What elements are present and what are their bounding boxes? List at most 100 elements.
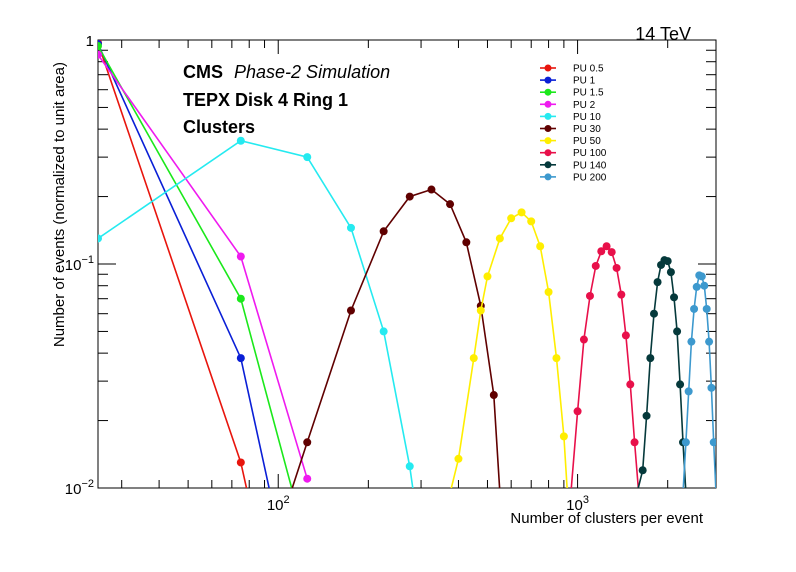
data-point (489, 391, 498, 400)
data-point (379, 327, 388, 336)
energy-label: 14 TeV (635, 24, 691, 44)
y-tick-base: 10 (65, 481, 82, 498)
series-line (98, 42, 248, 488)
data-point (507, 214, 516, 223)
series-line (98, 139, 414, 488)
data-point (702, 304, 711, 313)
legend-item: PU 1.5 (540, 88, 604, 99)
series-pu-200 (681, 271, 716, 488)
data-point (690, 304, 699, 313)
x-tick-base: 10 (267, 497, 284, 514)
data-point (476, 306, 485, 315)
data-point (236, 458, 245, 467)
data-point (617, 290, 626, 299)
legend-marker (544, 112, 552, 120)
x-tick-exponent: 2 (284, 494, 290, 506)
data-point (630, 438, 639, 447)
data-point (638, 466, 647, 475)
data-point (612, 263, 621, 272)
legend-label: PU 10 (573, 112, 601, 123)
legend-item: PU 2 (540, 100, 596, 111)
data-point (469, 354, 478, 363)
series-pu-140 (637, 256, 688, 488)
legend-item: PU 200 (540, 172, 607, 183)
legend-marker (544, 173, 552, 181)
data-point (591, 261, 600, 270)
series-line (98, 45, 293, 488)
series-pu-30 (291, 185, 501, 488)
x-axis-label: Number of clusters per event (510, 510, 703, 527)
data-point (495, 234, 504, 243)
data-point (483, 272, 492, 281)
data-point (709, 438, 716, 447)
x-tick-label: 103 (566, 494, 589, 514)
legend-marker (544, 76, 552, 84)
data-point (684, 387, 693, 396)
legend-marker (544, 125, 552, 132)
data-point (462, 238, 471, 247)
legend-marker (544, 161, 552, 169)
x-tick-base: 10 (566, 497, 583, 514)
series-pu-1-5 (98, 42, 293, 488)
legend-marker (544, 88, 552, 96)
series-pu-10 (98, 136, 414, 488)
y-tick-exponent: −2 (81, 478, 94, 490)
y-tick-exponent: −1 (81, 254, 94, 266)
legend-marker (544, 64, 552, 72)
data-point (405, 192, 414, 201)
data-point (607, 248, 616, 257)
data-point (536, 242, 545, 251)
data-point (621, 331, 630, 340)
data-point (663, 257, 672, 266)
cms-text: CMS (183, 62, 223, 82)
series-line (291, 188, 501, 488)
data-point (303, 438, 312, 447)
data-point (346, 223, 355, 232)
legend-item: PU 140 (540, 160, 607, 171)
data-point (626, 380, 635, 389)
data-point (236, 354, 245, 363)
data-point (653, 278, 662, 287)
data-point (559, 432, 568, 441)
data-point (346, 306, 355, 315)
y-tick-label: 1 (86, 33, 94, 50)
y-tick-base: 10 (65, 257, 82, 274)
legend-label: PU 1 (573, 76, 596, 87)
y-tick-base: 1 (86, 33, 94, 50)
legend-marker (544, 137, 552, 145)
x-tick-label: 102 (267, 494, 290, 514)
data-point (236, 252, 245, 261)
series-line (570, 245, 640, 488)
data-point (707, 383, 716, 392)
series-line (637, 259, 687, 488)
region-label: TEPX Disk 4 Ring 1 (183, 90, 348, 110)
data-point (98, 234, 102, 243)
series-pu-50 (450, 208, 568, 488)
data-point (544, 287, 553, 296)
simulation-text: Phase-2 Simulation (234, 62, 390, 82)
data-point (646, 354, 655, 363)
data-point (236, 294, 245, 303)
cms-label: CMS Phase-2 Simulation (183, 62, 390, 82)
y-tick-label: 10−2 (65, 478, 94, 498)
legend-item: PU 50 (540, 136, 601, 147)
legend-label: PU 0.5 (573, 64, 604, 75)
data-point (602, 242, 611, 251)
legend-item: PU 30 (540, 124, 601, 135)
data-point (649, 309, 658, 318)
data-point (405, 462, 414, 471)
data-point (573, 407, 582, 416)
legend-item: PU 1 (540, 76, 596, 87)
data-point (697, 272, 706, 281)
data-point (303, 153, 312, 162)
data-point (673, 327, 682, 336)
data-point (676, 380, 685, 389)
legend-item: PU 100 (540, 148, 607, 159)
data-point (642, 411, 651, 420)
legend-label: PU 50 (573, 136, 601, 147)
data-point (517, 208, 526, 217)
y-tick-label: 10−1 (65, 254, 94, 274)
x-tick-exponent: 3 (583, 494, 589, 506)
series-pu-100 (570, 242, 640, 488)
